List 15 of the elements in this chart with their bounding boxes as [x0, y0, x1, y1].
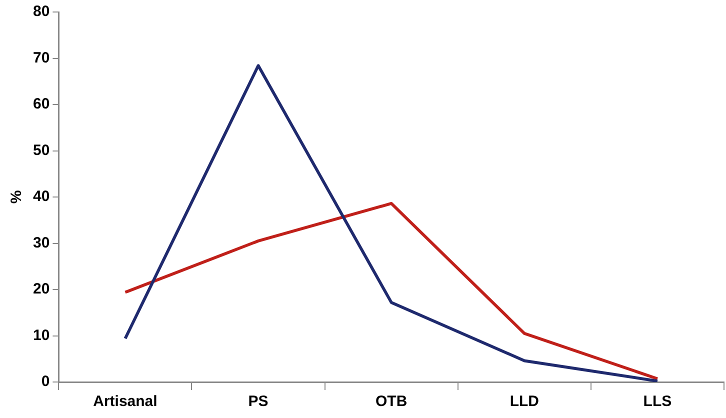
- y-tick-label: 20: [32, 280, 50, 298]
- y-tick-label: 10: [32, 326, 50, 344]
- x-tick-label: LLS: [643, 393, 672, 410]
- x-tick-label: Artisanal: [93, 393, 158, 410]
- y-tick-label: 40: [32, 188, 50, 206]
- x-tick-label: PS: [248, 393, 268, 410]
- y-tick-label: 70: [32, 49, 50, 66]
- x-tick-label: OTB: [376, 393, 408, 410]
- y-axis-title: %: [8, 190, 26, 204]
- y-tick-label: 50: [32, 142, 50, 159]
- y-tick-label: 80: [32, 3, 50, 20]
- x-tick-label: LLD: [510, 393, 540, 410]
- y-tick-label: 0: [41, 373, 50, 390]
- y-tick-label: 30: [32, 234, 50, 252]
- y-tick-label: 60: [32, 96, 50, 113]
